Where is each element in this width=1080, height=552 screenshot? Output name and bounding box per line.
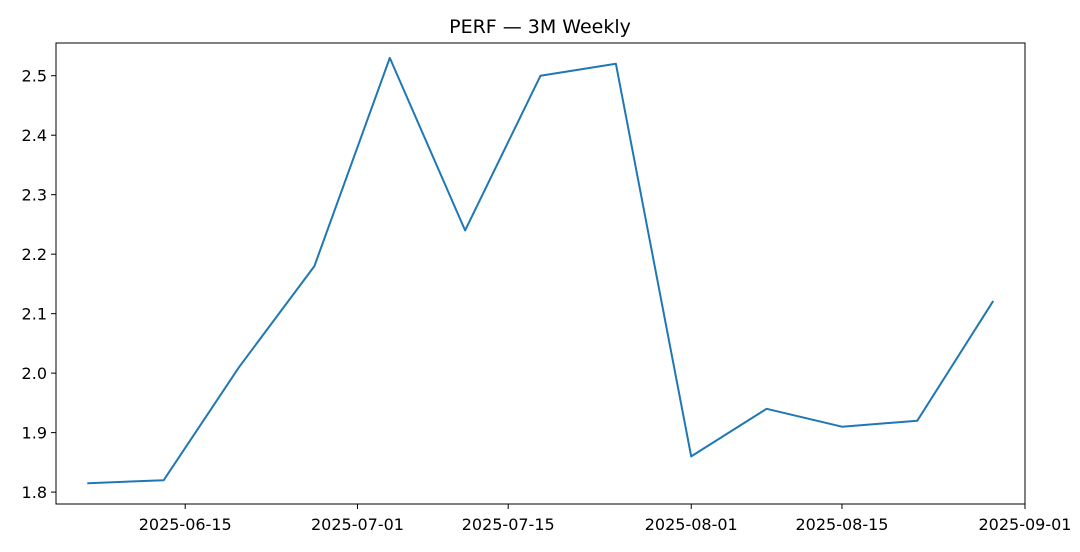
x-tick-label: 2025-07-01 <box>311 515 404 534</box>
series-layer <box>87 56 995 485</box>
x-tick-label: 2025-08-01 <box>645 515 738 534</box>
y-tick-label: 1.8 <box>22 483 47 502</box>
x-axis: 2025-06-15 2025-07-01 2025-07-15 2025-08-01… <box>139 504 1072 534</box>
y-tick-label: 2.3 <box>22 186 47 205</box>
x-tick-label: 2025-08-15 <box>795 515 888 534</box>
y-tick-label: 2.0 <box>22 364 47 383</box>
x-tick-label: 2025-06-15 <box>139 515 232 534</box>
chart-title: PERF — 3M Weekly <box>449 16 631 38</box>
x-tick-label: 2025-07-15 <box>462 515 555 534</box>
y-axis: 1.8 1.9 2.0 2.1 2.2 2.3 2.4 2.5 <box>22 67 56 502</box>
y-tick-label: 2.4 <box>22 126 47 145</box>
x-tick-label: 2025-09-01 <box>979 515 1072 534</box>
series-line <box>87 56 995 485</box>
y-tick-label: 2.1 <box>22 305 47 324</box>
plot-frame <box>55 42 1026 505</box>
y-tick-label: 1.9 <box>22 424 47 443</box>
y-tick-label: 2.5 <box>22 67 47 86</box>
y-tick-label: 2.2 <box>22 245 47 264</box>
